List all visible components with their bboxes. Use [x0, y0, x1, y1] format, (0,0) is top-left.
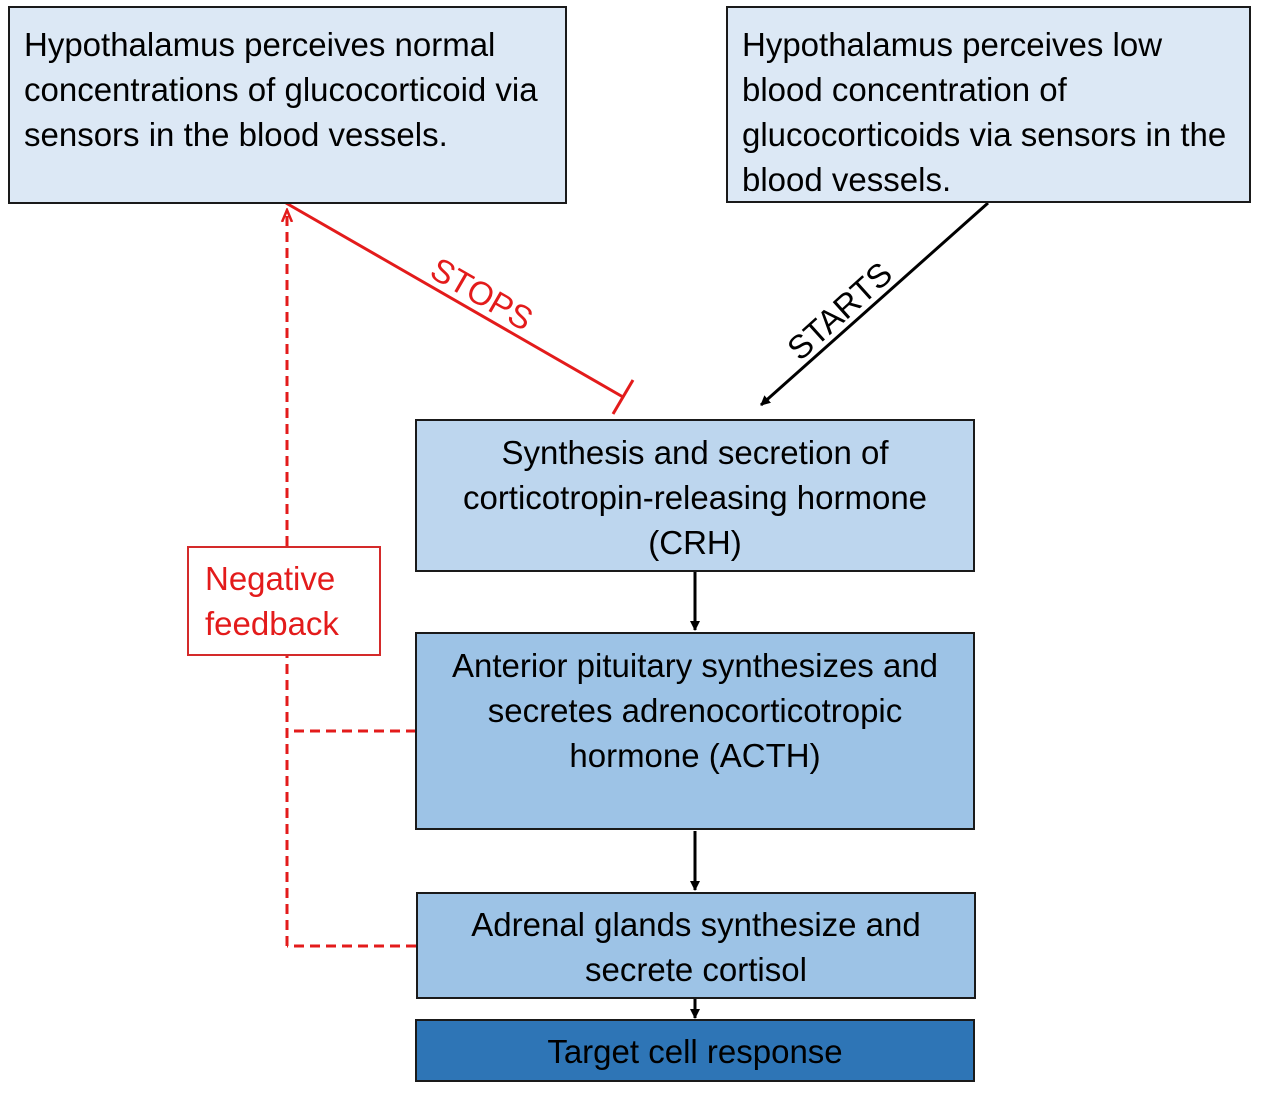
crh-box: Synthesis and secretion of corticotropin… — [415, 419, 975, 572]
target-cell-text: Target cell response — [547, 1033, 843, 1070]
starts-activation-arrow — [760, 201, 989, 407]
negative-feedback-path — [287, 210, 416, 948]
acth-box: Anterior pituitary synthesizes and secre… — [415, 632, 975, 830]
target-cell-box: Target cell response — [415, 1019, 975, 1082]
crh-text: Synthesis and secretion of corticotropin… — [462, 434, 928, 561]
inhibition-t-bar — [611, 379, 635, 415]
adrenal-text: Adrenal glands synthesize and secrete co… — [471, 906, 921, 988]
negative-feedback-box: Negative feedback — [187, 546, 381, 656]
hypothalamus-normal-text: Hypothalamus perceives normal concentrat… — [24, 26, 538, 153]
hypothalamus-normal-box: Hypothalamus perceives normal concentrat… — [8, 6, 567, 204]
negative-feedback-text: Negative feedback — [205, 560, 339, 642]
hypothalamus-low-text: Hypothalamus perceives low blood concent… — [742, 26, 1227, 198]
stops-inhibition-line — [285, 201, 624, 399]
adrenal-box: Adrenal glands synthesize and secrete co… — [416, 892, 976, 999]
starts-label: STARTS — [780, 255, 899, 368]
acth-text: Anterior pituitary synthesizes and secre… — [451, 647, 939, 774]
hypothalamus-low-box: Hypothalamus perceives low blood concent… — [726, 6, 1251, 203]
